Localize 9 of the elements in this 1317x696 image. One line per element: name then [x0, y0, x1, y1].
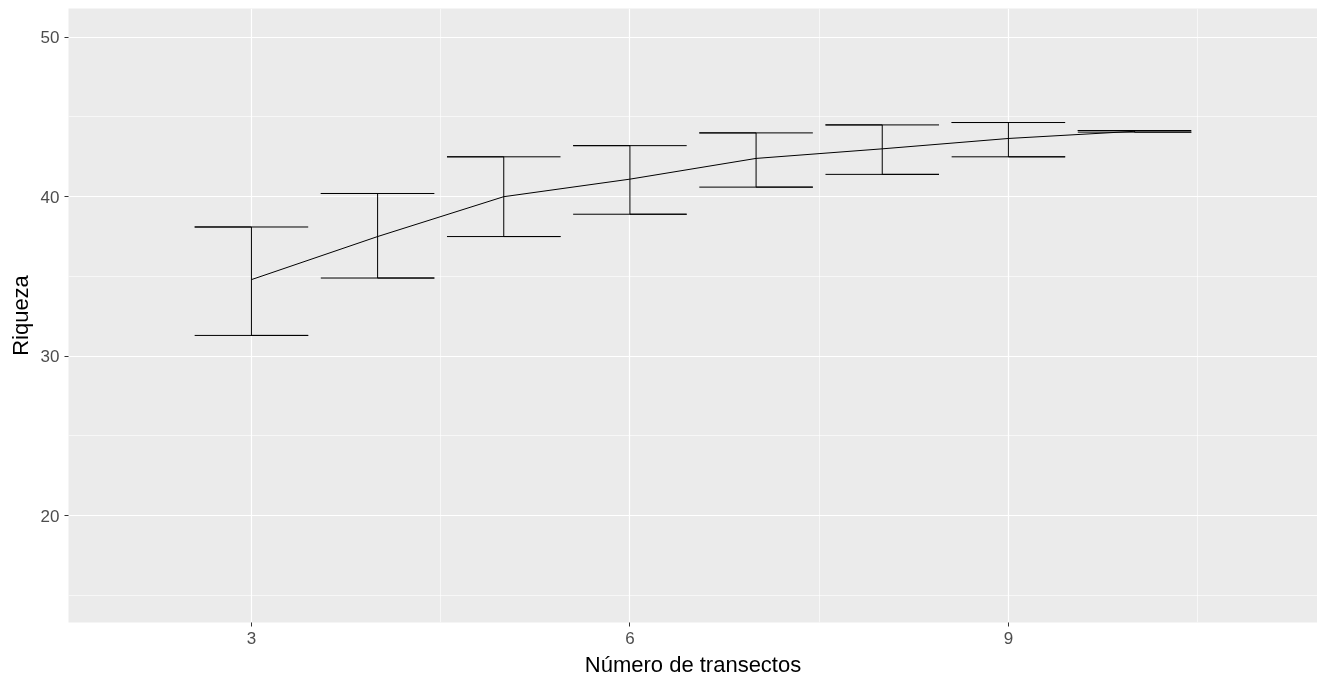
x-axis-title: Número de transectos: [584, 651, 802, 677]
y-tick-label: 20: [40, 506, 60, 526]
x-tick-label: 3: [246, 628, 257, 648]
y-tick-label: 50: [40, 28, 60, 48]
x-tick-label: 6: [625, 628, 635, 648]
y-tick-label: 40: [40, 187, 60, 207]
y-axis-title: Riqueza: [7, 274, 33, 356]
x-tick-label: 9: [1003, 628, 1014, 648]
y-tick-label: 30: [40, 347, 60, 367]
